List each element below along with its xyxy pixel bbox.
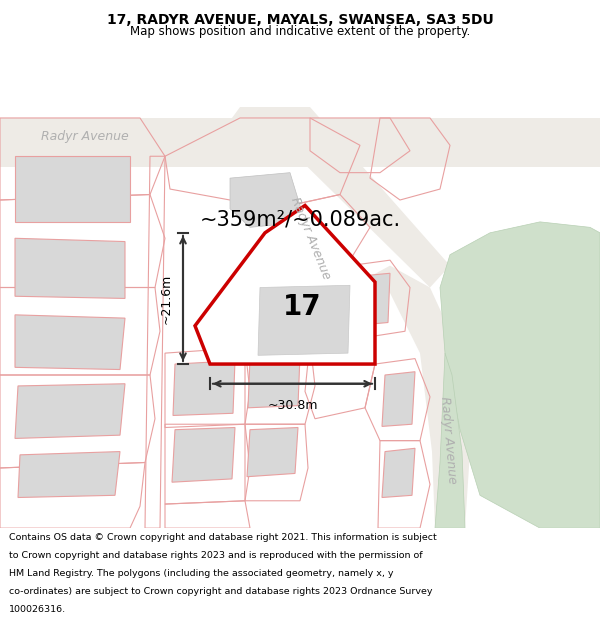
Text: 100026316.: 100026316. <box>9 604 66 614</box>
Text: to Crown copyright and database rights 2023 and is reproduced with the permissio: to Crown copyright and database rights 2… <box>9 551 422 560</box>
Text: Map shows position and indicative extent of the property.: Map shows position and indicative extent… <box>130 24 470 38</box>
Polygon shape <box>382 372 415 426</box>
Text: ~30.8m: ~30.8m <box>267 399 318 412</box>
Polygon shape <box>15 156 130 222</box>
Text: Radyr Avenue: Radyr Avenue <box>438 396 458 485</box>
Polygon shape <box>382 448 415 498</box>
Polygon shape <box>352 273 390 326</box>
Text: Radyr Avenue: Radyr Avenue <box>41 130 129 143</box>
Text: 17, RADYR AVENUE, MAYALS, SWANSEA, SA3 5DU: 17, RADYR AVENUE, MAYALS, SWANSEA, SA3 5… <box>107 13 493 27</box>
Polygon shape <box>172 428 235 483</box>
Polygon shape <box>15 315 125 369</box>
Polygon shape <box>220 107 450 288</box>
Polygon shape <box>258 285 350 355</box>
Polygon shape <box>440 222 600 528</box>
Polygon shape <box>370 266 470 528</box>
Polygon shape <box>230 173 305 228</box>
Text: co-ordinates) are subject to Crown copyright and database rights 2023 Ordnance S: co-ordinates) are subject to Crown copyr… <box>9 587 433 596</box>
Text: ~21.6m: ~21.6m <box>160 273 173 324</box>
Text: ~359m²/~0.089ac.: ~359m²/~0.089ac. <box>200 210 401 229</box>
Polygon shape <box>435 353 465 528</box>
Polygon shape <box>173 361 235 416</box>
Text: 17: 17 <box>283 292 322 321</box>
Text: Radyr Avenue: Radyr Avenue <box>287 195 332 281</box>
Polygon shape <box>18 451 120 498</box>
Polygon shape <box>0 118 600 167</box>
Text: Contains OS data © Crown copyright and database right 2021. This information is : Contains OS data © Crown copyright and d… <box>9 533 437 542</box>
Polygon shape <box>15 238 125 298</box>
Polygon shape <box>248 355 300 408</box>
Polygon shape <box>15 384 125 439</box>
Text: HM Land Registry. The polygons (including the associated geometry, namely x, y: HM Land Registry. The polygons (includin… <box>9 569 394 578</box>
Polygon shape <box>247 428 298 477</box>
Polygon shape <box>195 206 375 364</box>
